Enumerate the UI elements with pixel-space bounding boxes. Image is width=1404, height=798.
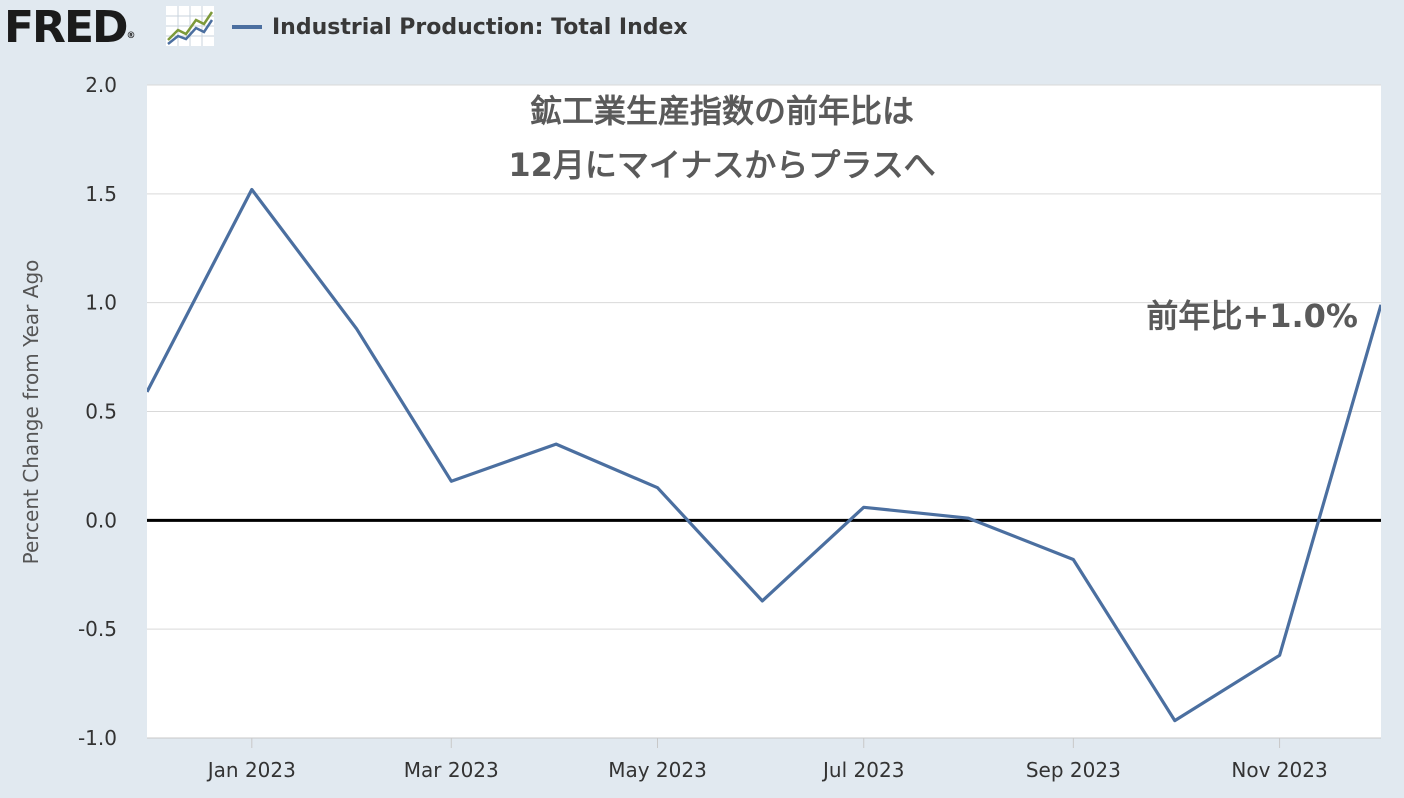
fred-logo-text: FRED	[4, 2, 129, 53]
series-line	[147, 187, 1381, 723]
y-tick-label: 1.0	[85, 291, 117, 315]
registered-mark: ®	[126, 31, 136, 41]
x-tick-label: May 2023	[608, 758, 707, 782]
y-axis-ticks: 2.0 1.5 1.0 0.5 0.0 -0.5 -1.0	[78, 73, 117, 750]
x-axis-ticks: Jan 2023 Mar 2023 May 2023 Jul 2023 Sep 2023…	[147, 737, 1381, 782]
y-tick-label: -1.0	[78, 726, 117, 750]
y-tick-label: -0.5	[78, 617, 117, 641]
annotation-value-label: 前年比+1.0%	[1146, 297, 1358, 335]
legend-swatch	[232, 25, 262, 29]
annotation-title-line2: 12月にマイナスからプラスへ	[508, 146, 935, 184]
y-tick-label: 1.5	[85, 182, 117, 206]
annotation-title-line1: 鉱工業生産指数の前年比は	[530, 92, 914, 130]
y-axis-title: Percent Change from Year Ago	[19, 260, 43, 565]
chart-legend: Industrial Production: Total Index	[232, 12, 688, 42]
y-tick-label: 0.5	[85, 400, 117, 424]
x-tick-label: Sep 2023	[1026, 758, 1121, 782]
fred-logo[interactable]: FRED®	[4, 0, 136, 70]
legend-label: Industrial Production: Total Index	[272, 14, 688, 40]
y-tick-label: 0.0	[85, 508, 117, 532]
x-tick-label: Mar 2023	[404, 758, 499, 782]
line-chart-icon	[166, 6, 214, 46]
x-tick-label: Jan 2023	[206, 758, 296, 782]
y-tick-label: 2.0	[85, 73, 117, 97]
chart-header: FRED® Industrial Production: Total Index	[0, 0, 1404, 62]
x-tick-label: Nov 2023	[1231, 758, 1327, 782]
x-tick-label: Jul 2023	[821, 758, 904, 782]
